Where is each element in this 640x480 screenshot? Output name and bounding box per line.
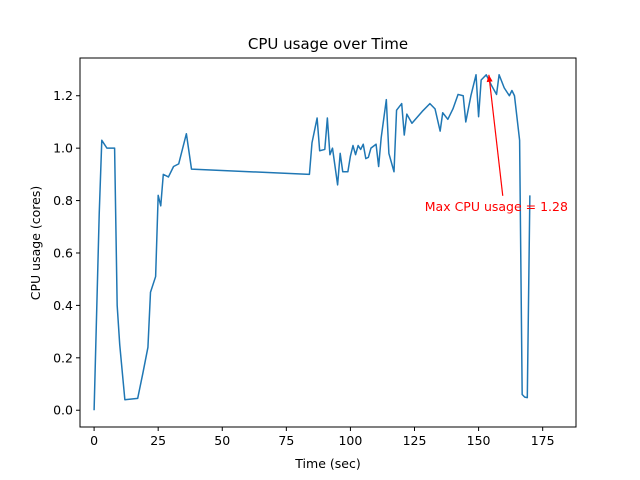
y-axis-title: CPU usage (cores)	[28, 186, 43, 300]
chart-title: CPU usage over Time	[248, 35, 408, 53]
y-tick-label-1: 0.2	[53, 350, 73, 365]
annotation-arrowhead	[486, 74, 493, 83]
x-tick-label-150: 150	[467, 433, 491, 448]
y-tick-label-4: 0.8	[53, 193, 73, 208]
annotation-arrow	[488, 74, 504, 196]
series-line-0	[93, 74, 531, 411]
plot-area: Max CPU usage = 1.28 0 25 50 75 100 125 150 175 0…	[53, 57, 577, 448]
y-tick-label-2: 0.4	[53, 298, 73, 313]
x-axis-title: Time (sec)	[294, 456, 360, 471]
y-tick-label-5: 1.0	[53, 141, 73, 156]
x-tick-label-100: 100	[338, 433, 362, 448]
x-tick-label-175: 175	[531, 433, 555, 448]
x-tick-label-125: 125	[403, 433, 427, 448]
axes-frame	[79, 57, 577, 428]
y-tick-label-0: 0.0	[53, 403, 73, 418]
y-tick-label-3: 0.6	[53, 245, 73, 260]
x-tick-label-75: 75	[278, 433, 294, 448]
y-tick-label-6: 1.2	[53, 88, 73, 103]
x-tick-label-25: 25	[150, 433, 166, 448]
annotation-label: Max CPU usage = 1.28	[425, 199, 568, 214]
x-tick-label-50: 50	[214, 433, 230, 448]
x-tick-label-0: 0	[90, 433, 98, 448]
